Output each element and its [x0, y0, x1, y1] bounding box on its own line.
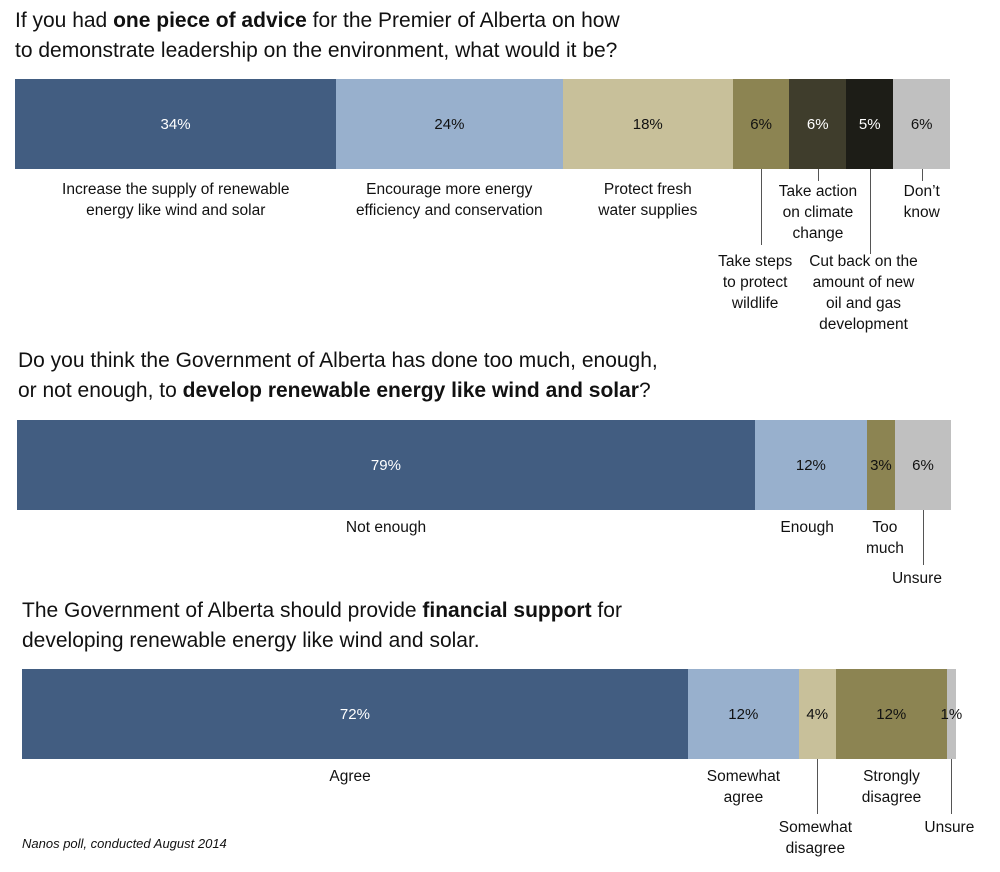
chart1-segment-protect-fresh-water-supplies: 18%	[562, 79, 733, 169]
chart1-question: If you had one piece of advice for the P…	[15, 9, 620, 62]
chart2-category-label-too-much: Too much	[865, 519, 904, 557]
chart1-category-label-cut-back-on-the-amount-of-new-oil-and-gas-development: Cut back on the amount of new oil and gas d…	[809, 253, 918, 333]
source-note: Nanos poll, conducted August 2014	[22, 836, 227, 851]
chart1-category-label-protect-fresh-water-supplies: Protect fresh water supplies	[598, 181, 698, 219]
chart2-segment-too-much: 3%	[866, 420, 895, 510]
chart1-data-label: 6%	[910, 115, 933, 133]
chart1-data-label: 34%	[160, 115, 191, 133]
chart3-leader-line	[817, 759, 818, 814]
chart3-category-label-somewhat-disagree: Somewhat disagree	[778, 819, 853, 857]
chart3-data-label: 12%	[728, 705, 759, 723]
chart2-segment-enough: 12%	[754, 420, 867, 510]
chart2-segment-not-enough: 79%	[17, 420, 755, 510]
chart3-segment-strongly-disagree: 12%	[835, 669, 947, 759]
chart2-segment-unsure: 6%	[894, 420, 951, 510]
chart1-segment-encourage-more-energy-efficiency-and-conservation: 24%	[336, 79, 563, 169]
chart3-segment-somewhat-agree: 12%	[687, 669, 799, 759]
chart3-category-label-agree: Agree	[329, 768, 371, 785]
chart1-segment-take-steps-to-protect-wildlife: 6%	[732, 79, 790, 169]
chart2-data-label: 79%	[370, 456, 401, 474]
chart1-category-label-don-t-know: Don’t know	[903, 183, 940, 221]
chart3-leader-line	[951, 759, 952, 814]
chart2-data-label: 12%	[795, 456, 826, 474]
chart1-stacked-bar: 34% 24% 18% 6% 6% 5% 6%	[15, 79, 950, 169]
chart2-category-label-enough: Enough	[780, 519, 834, 536]
chart2-stacked-bar: 79% 12% 3% 6%	[17, 420, 951, 510]
chart2-data-label: 6%	[912, 456, 934, 474]
chart1-leader-line	[761, 169, 762, 245]
chart1-category-label-take-steps-to-protect-wildlife: Take steps to protect wildlife	[718, 253, 793, 312]
chart3-segment-agree: 72%	[22, 669, 688, 759]
chart1-category-label-take-action-on-climate-change: Take action on climate change	[778, 183, 858, 242]
chart3-data-label: 1%	[940, 705, 963, 723]
chart1-data-label: 6%	[806, 115, 829, 133]
chart1-category-label-encourage-more-energy-efficiency-and-conservation: Encourage more energy efficiency and cons…	[355, 181, 543, 219]
chart3-question: The Government of Alberta should provide…	[22, 599, 622, 652]
chart2-question: Do you think the Government of Alberta h…	[18, 349, 658, 402]
chart3-category-label-somewhat-agree: Somewhat agree	[706, 768, 781, 806]
chart1-leader-line	[922, 169, 923, 181]
chart3-stacked-bar: 72% 12% 4% 12% 1%	[22, 669, 962, 759]
chart1-segment-take-action-on-climate-change: 6%	[789, 79, 847, 169]
chart3-data-label: 4%	[806, 705, 829, 723]
chart1-data-label: 6%	[750, 115, 772, 133]
chart1-data-label: 18%	[632, 115, 663, 133]
chart1-category-label-increase-the-supply-of-renewable-energy-like-wind-and-solar: Increase the supply of renewable energy l…	[62, 181, 290, 219]
chart3-segment-somewhat-disagree: 4%	[798, 669, 836, 759]
chart3-data-label: 72%	[339, 705, 370, 723]
chart2-leader-line	[923, 510, 924, 565]
chart3-segment-unsure: 1%	[941, 669, 962, 759]
chart1-data-label: 24%	[434, 115, 465, 133]
chart1-data-label: 5%	[858, 115, 881, 133]
chart2-category-label-unsure: Unsure	[891, 570, 942, 587]
chart1-leader-line	[870, 169, 871, 254]
chart1-leader-line	[818, 169, 819, 181]
chart2-data-label: 3%	[870, 456, 892, 474]
chart3-data-label: 12%	[876, 705, 907, 723]
chart3-category-label-unsure: Unsure	[924, 819, 975, 836]
chart1-segment-increase-the-supply-of-renewable-energy-like-wind-and-solar: 34%	[15, 79, 337, 169]
chart3-category-label-strongly-disagree: Strongly disagree	[861, 768, 922, 806]
chart1-segment-cut-back-on-the-amount-of-new-oil-and-gas-development: 5%	[846, 79, 894, 169]
chart1-segment-don-t-know: 6%	[893, 79, 950, 169]
chart2-category-label-not-enough: Not enough	[345, 519, 427, 536]
